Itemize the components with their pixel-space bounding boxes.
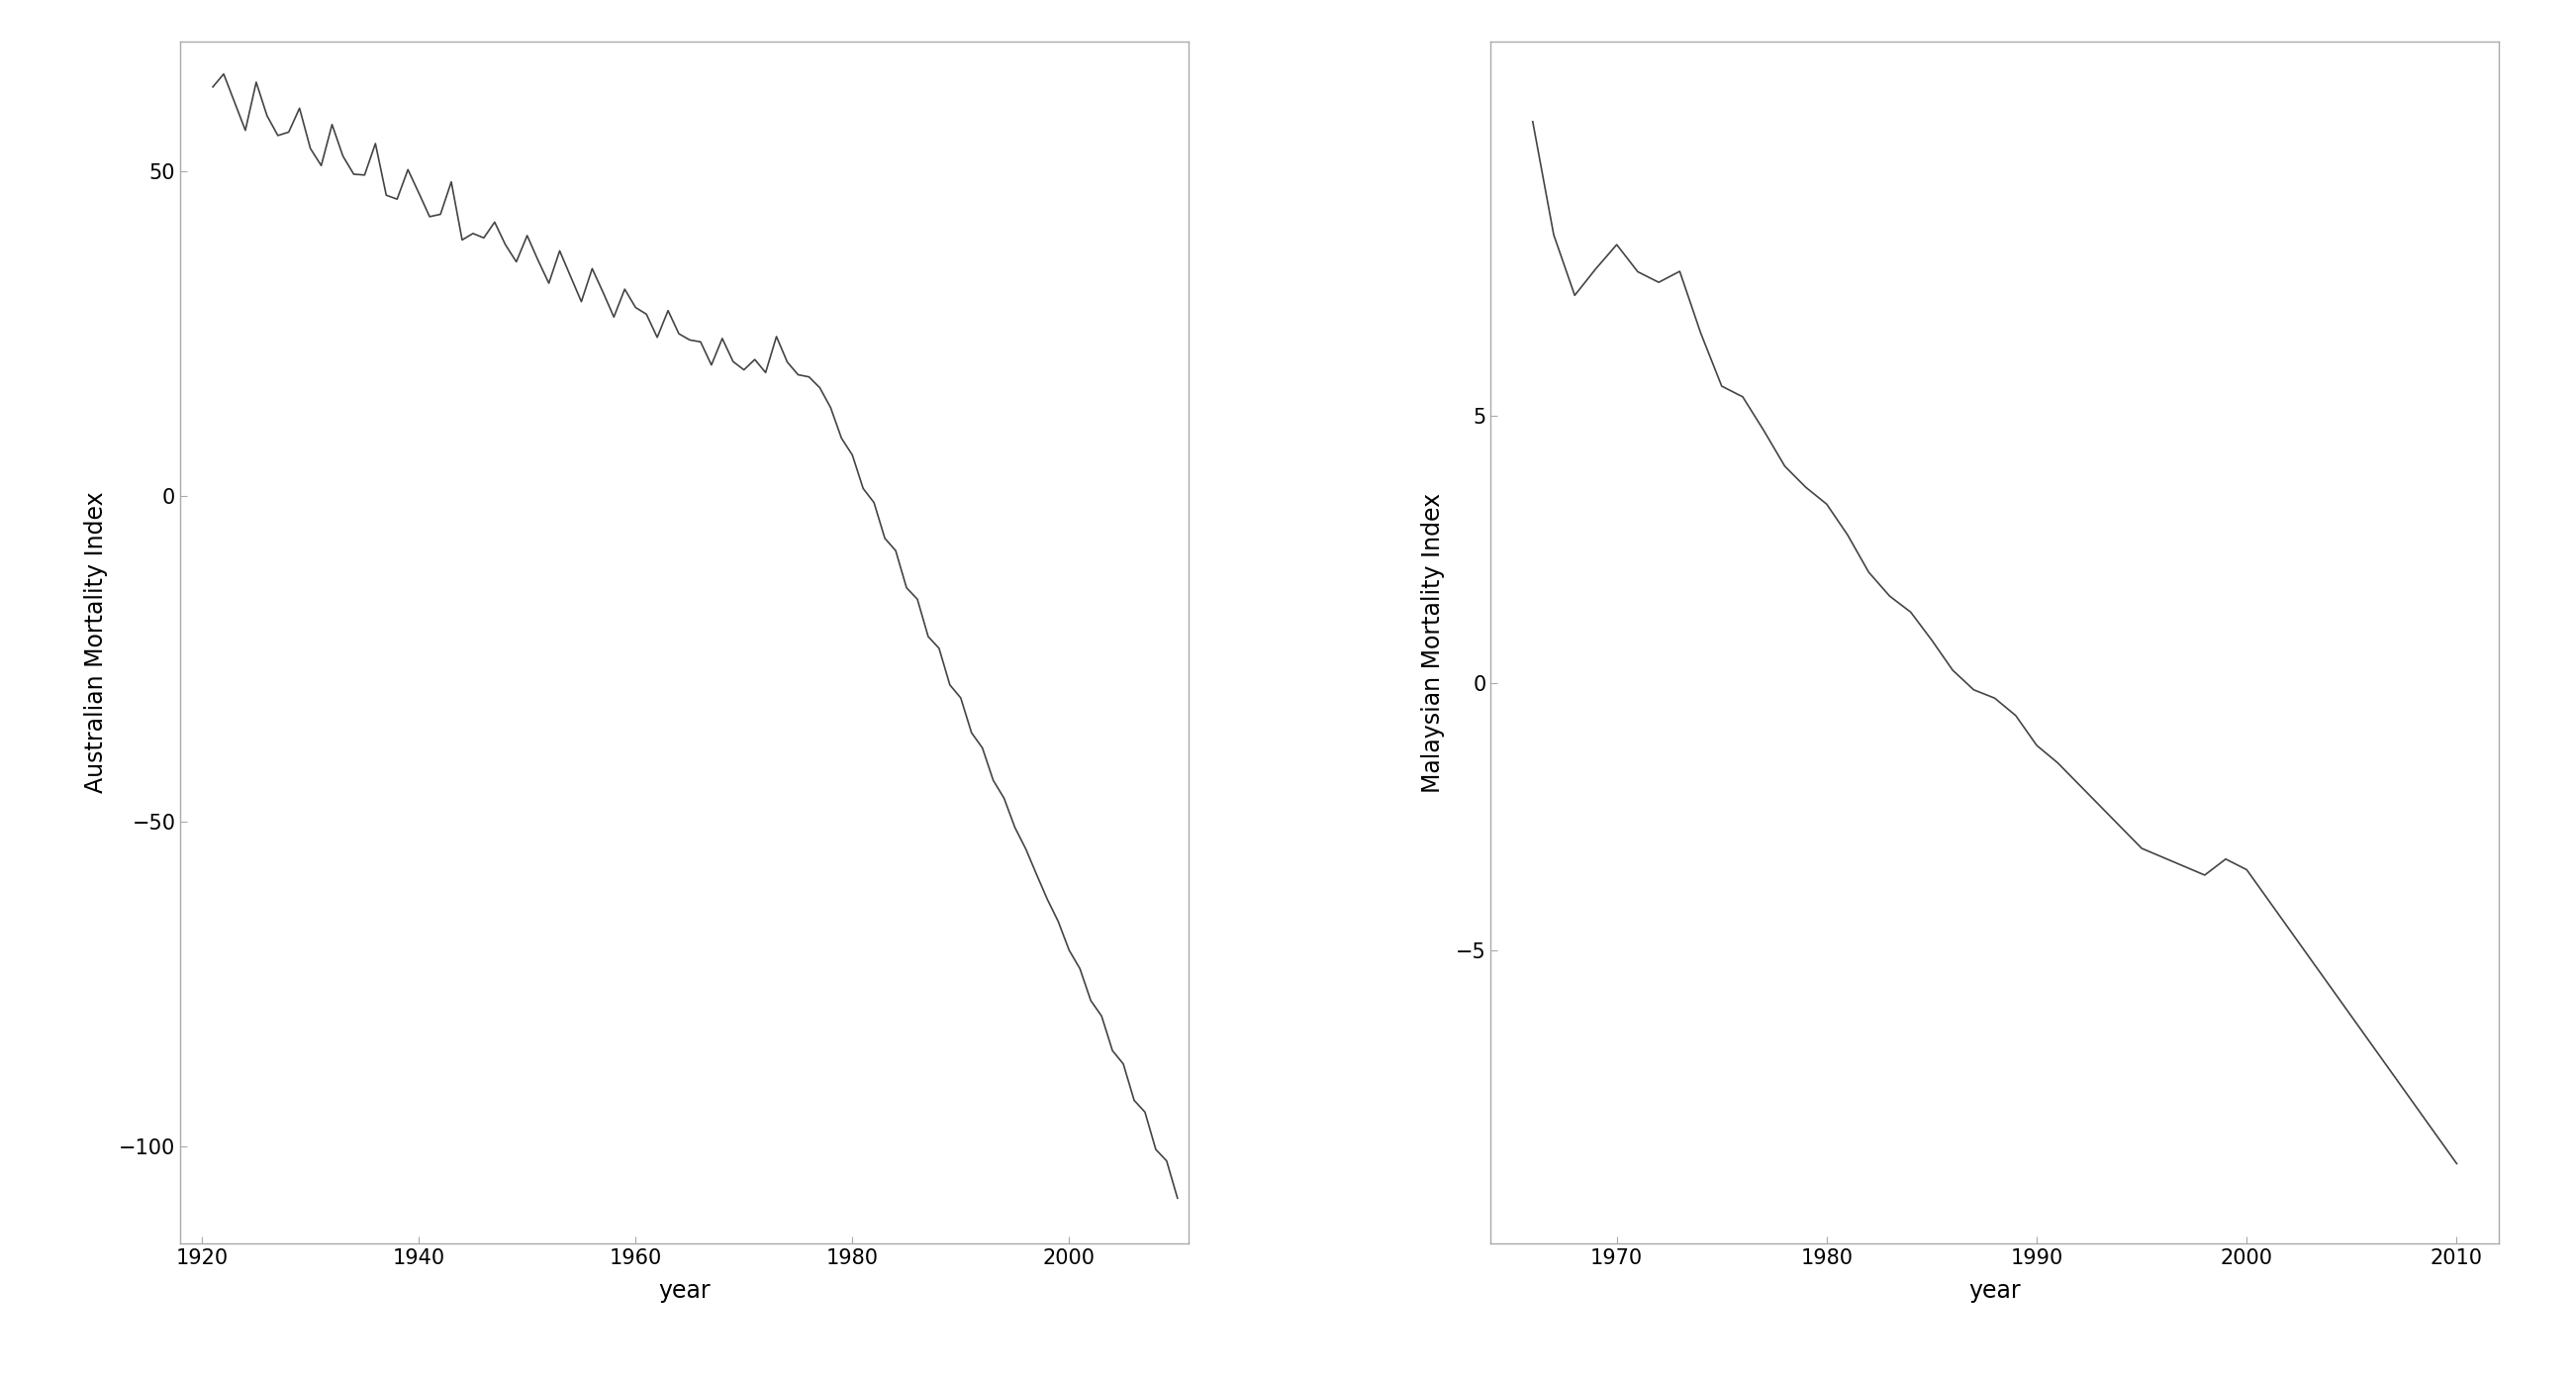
- Y-axis label: Australian Mortality Index: Australian Mortality Index: [85, 492, 108, 793]
- Y-axis label: Malaysian Mortality Index: Malaysian Mortality Index: [1422, 492, 1445, 793]
- X-axis label: year: year: [659, 1280, 711, 1303]
- X-axis label: year: year: [1968, 1280, 2020, 1303]
